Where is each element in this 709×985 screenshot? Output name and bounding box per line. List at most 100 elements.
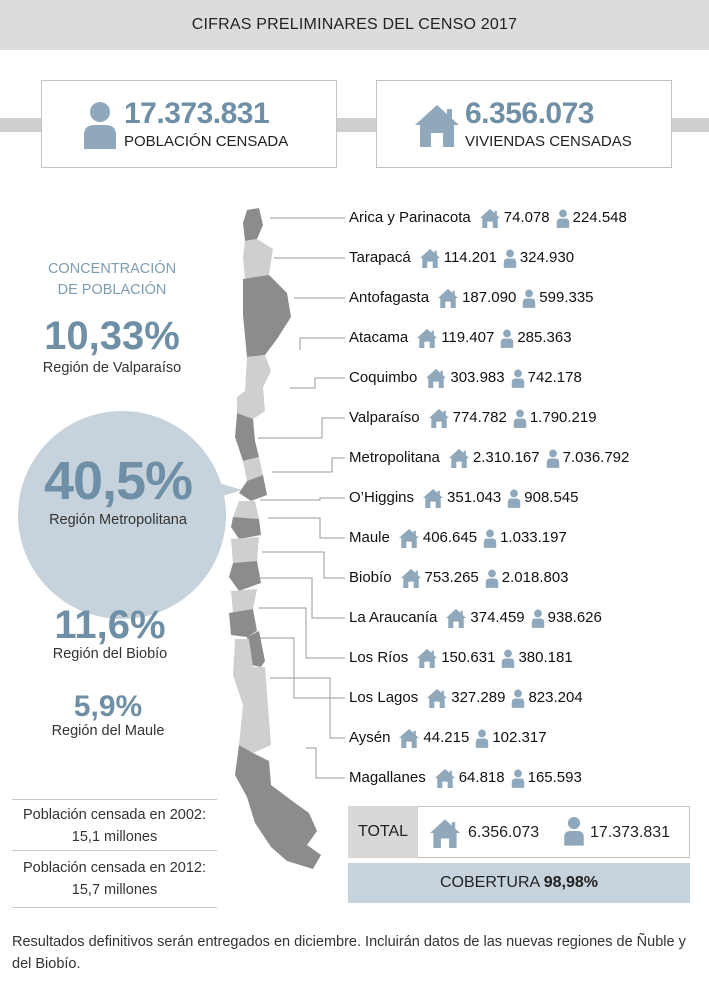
coverage-label: COBERTURA (440, 874, 540, 891)
region-name: Coquimbo (349, 369, 418, 386)
person-icon (502, 649, 515, 668)
metropolitana-percent: 40,5% (43, 451, 193, 511)
metropolitana-circle (18, 411, 226, 619)
region-name: Metropolitana (349, 449, 440, 466)
house-icon (400, 568, 421, 588)
total-viviendas: 6.356.073 (468, 824, 540, 841)
housing-label: VIVIENDAS CENSADAS (465, 133, 632, 150)
total-poblacion: 17.373.831 (590, 824, 671, 841)
band-left (0, 118, 42, 132)
chile-map (229, 208, 321, 869)
region-row: La Araucanía 374.459 938.626 (349, 607, 608, 629)
house-icon (428, 408, 449, 428)
region-poblacion: 938.626 (547, 609, 602, 626)
region-row: Coquimbo 303.983 742.178 (349, 367, 588, 389)
house-icon (438, 288, 459, 308)
region-viviendas: 303.983 (450, 369, 505, 386)
history-2002-line2: 15,1 millones (71, 829, 158, 845)
region-name: Maule (349, 529, 390, 546)
region-row: Biobío 753.265 2.018.803 (349, 567, 575, 589)
maule-percent: 5,9% (73, 690, 143, 723)
region-viviendas: 351.043 (447, 489, 502, 506)
region-viviendas: 187.090 (462, 289, 517, 306)
region-poblacion: 1.033.197 (500, 529, 567, 546)
history-2002-line1: Población censada en 2002: (22, 807, 206, 823)
person-icon (511, 369, 524, 388)
region-row: Magallanes 64.818 165.593 (349, 767, 588, 789)
house-icon (423, 488, 444, 508)
region-poblacion: 2.018.803 (501, 569, 569, 586)
valparaiso-percent-label: Región de Valparaíso (42, 360, 182, 376)
region-name: Los Lagos (349, 689, 419, 706)
concentration-heading: CONCENTRACIÓN DE POBLACIÓN (22, 259, 202, 301)
leader-lines (258, 217, 345, 779)
region-name: Antofagasta (349, 289, 430, 306)
population-label: POBLACIÓN CENSADA (124, 133, 289, 150)
region-name: Arica y Parinacota (349, 209, 471, 226)
region-viviendas: 44.215 (423, 729, 470, 746)
coverage-value: 98,98% (543, 874, 598, 891)
person-icon (512, 689, 525, 708)
biobio-percent: 11,6% (54, 603, 166, 647)
house-icon (426, 368, 447, 388)
region-viviendas: 119.407 (441, 329, 495, 346)
maule-percent-label: Región del Maule (51, 723, 165, 739)
person-icon (523, 289, 536, 308)
person-icon (485, 569, 499, 588)
region-viviendas: 374.459 (470, 609, 525, 626)
region-row: Atacama 119.407 285.363 (349, 327, 578, 349)
history-2012: Población censada en 2012: 15,7 millones (12, 852, 217, 908)
region-viviendas: 150.631 (441, 649, 496, 666)
housing-value: 6.356.073 (465, 97, 594, 130)
house-icon (417, 648, 438, 668)
region-name: Magallanes (349, 769, 426, 786)
region-poblacion: 1.790.219 (529, 409, 597, 426)
region-poblacion: 324.930 (519, 249, 575, 266)
region-viviendas: 74.078 (503, 209, 550, 226)
house-icon (419, 248, 440, 268)
person-icon (546, 449, 559, 468)
circle-pointer (196, 476, 242, 504)
region-row: Tarapacá 114.201 324.930 (349, 247, 580, 269)
person-icon (483, 529, 497, 548)
coverage-box: COBERTURA 98,98% (348, 863, 690, 903)
concentration-heading-line2: DE POBLACIÓN (57, 282, 167, 298)
region-name: O’Higgins (349, 489, 415, 506)
region-row: Los Lagos 327.289 823.204 (349, 687, 589, 709)
region-name: La Araucanía (349, 609, 438, 626)
house-icon (415, 105, 459, 147)
band-right (672, 118, 709, 132)
person-icon (503, 249, 517, 268)
region-poblacion: 380.181 (518, 649, 573, 666)
region-row: Aysén 44.215 102.317 (349, 727, 553, 749)
house-icon (427, 688, 448, 708)
region-poblacion: 102.317 (492, 729, 547, 746)
total-person-icon (564, 816, 584, 846)
person-icon (531, 609, 544, 628)
band-middle (336, 118, 376, 132)
region-poblacion: 285.363 (517, 329, 572, 346)
region-row: Maule 406.645 1.033.197 (349, 527, 573, 549)
house-icon (448, 448, 469, 468)
house-icon (417, 328, 438, 348)
person-icon (501, 329, 514, 348)
region-poblacion: 7.036.792 (562, 449, 630, 466)
region-poblacion: 742.178 (527, 369, 582, 386)
region-poblacion: 599.335 (539, 289, 594, 306)
region-poblacion: 224.548 (572, 209, 627, 226)
region-row: Antofagasta 187.090 599.335 (349, 287, 600, 309)
valparaiso-percent: 10,33% (44, 314, 180, 358)
region-row: Metropolitana 2.310.167 7.036.792 (349, 447, 635, 469)
title-bar: CIFRAS PRELIMINARES DEL CENSO 2017 (0, 0, 709, 50)
person-icon (511, 769, 524, 788)
region-name: Valparaíso (349, 409, 420, 426)
region-viviendas: 64.818 (458, 769, 505, 786)
region-poblacion: 908.545 (524, 489, 579, 506)
region-name: Tarapacá (349, 249, 411, 266)
region-viviendas: 327.289 (451, 689, 506, 706)
region-poblacion: 823.204 (528, 689, 583, 706)
region-viviendas: 114.201 (443, 249, 497, 266)
region-name: Atacama (349, 329, 409, 346)
house-icon (434, 768, 455, 788)
region-poblacion: 165.593 (527, 769, 582, 786)
